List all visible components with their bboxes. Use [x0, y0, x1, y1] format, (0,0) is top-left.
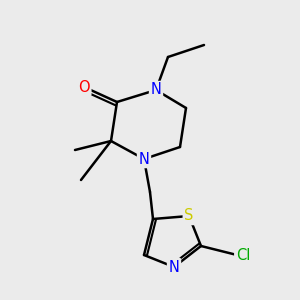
- Text: N: N: [169, 260, 179, 274]
- Text: O: O: [78, 80, 90, 94]
- Text: N: N: [139, 152, 149, 166]
- Text: N: N: [151, 82, 161, 98]
- Text: Cl: Cl: [236, 248, 250, 262]
- Text: S: S: [184, 208, 194, 224]
